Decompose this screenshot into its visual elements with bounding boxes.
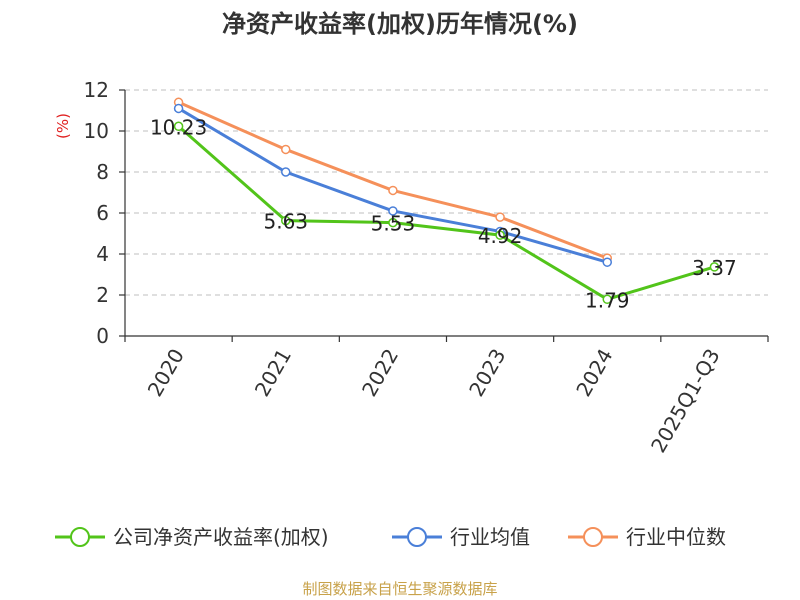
data-label: 5.53 [371,212,416,236]
y-tick-label: 4 [96,242,109,266]
x-tick-label: 2023 [464,345,510,401]
y-tick-label: 0 [96,324,109,348]
data-point [173,103,184,114]
y-tick-label: 10 [84,119,109,143]
data-point [281,144,291,155]
data-point [388,185,398,196]
data-point [709,262,720,272]
data-point [495,212,505,222]
y-tick-label: 2 [96,283,109,307]
data-point [602,257,612,267]
legend-marker [70,527,90,547]
y-tick-label: 12 [84,78,109,102]
x-tick-label: 2021 [250,345,296,401]
legend-marker [407,527,427,547]
x-tick-label: 2025Q1-Q3 [646,345,725,457]
data-point [495,230,505,240]
legend-marker [583,527,603,547]
legend-label: 行业均值 [450,525,530,549]
data-label: 5.63 [263,210,308,234]
chart-title: 净资产收益率(加权)历年情况(%) [222,10,578,38]
data-label: 3.37 [692,256,737,280]
data-label: 4.92 [478,224,523,248]
data-point [281,215,291,226]
data-point [388,206,398,216]
legend-item[interactable]: 行业中位数 [568,525,726,549]
legend-item[interactable]: 公司净资产收益率(加权) [55,525,329,549]
legend[interactable]: 公司净资产收益率(加权) 行业均值 行业中位数 [55,525,726,549]
y-tick-label: 8 [96,160,109,184]
legend-label: 行业中位数 [626,525,726,549]
series [173,97,720,305]
data-label: 1.79 [585,288,630,312]
y-tick-label: 6 [96,201,109,225]
x-tick-label: 2022 [357,345,403,401]
data-point [388,217,398,228]
data-point [602,294,612,305]
data-point [281,167,291,177]
x-tick-label: 2024 [571,345,617,401]
data-point [173,121,184,132]
x-tick-label: 2020 [143,345,189,401]
data-label: 10.23 [150,115,207,139]
data-labels: 10.23 5.63 5.53 4.92 1.79 3.37 [150,115,737,312]
y-axis-label: (%) [54,113,72,139]
legend-item[interactable]: 行业均值 [392,525,530,549]
series-line [177,125,715,301]
legend-label: 公司净资产收益率(加权) [113,525,329,549]
grid [125,89,768,296]
source-note: 制图数据来自恒生聚源数据库 [302,580,497,598]
